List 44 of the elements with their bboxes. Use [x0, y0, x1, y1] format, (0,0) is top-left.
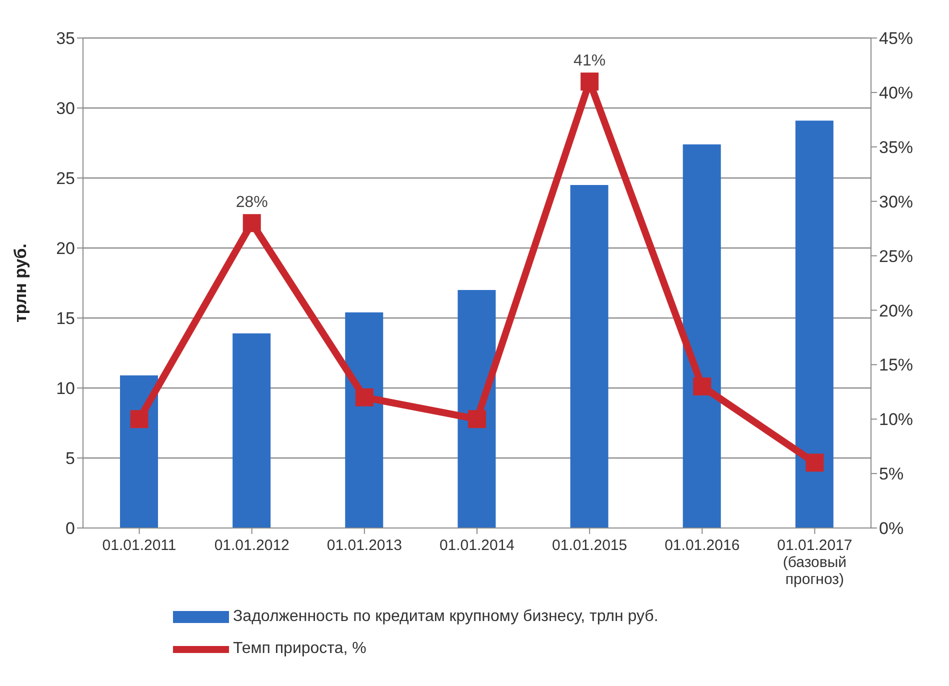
point [580, 72, 599, 91]
y2-tick-label: 0% [879, 519, 904, 538]
bar [570, 185, 608, 528]
y-tick-label: 35 [56, 29, 75, 48]
bar [682, 144, 721, 528]
y2-tick-label: 5% [879, 464, 904, 484]
point [242, 214, 261, 232]
y2-tick-label: 35% [879, 138, 914, 157]
y2-tick-label: 45% [879, 29, 914, 48]
y-tick-label: 15 [56, 309, 75, 328]
x-tick-label: 01.01.2016 [664, 537, 740, 554]
x-tick-label: 01.01.2012 [214, 537, 290, 554]
legend-label: Темп прироста, % [233, 640, 366, 658]
y2-tick-label: 30% [879, 192, 914, 212]
y-tick-label: 20 [56, 239, 75, 258]
bar [232, 333, 271, 528]
x-tick-label: 01.01.2011 [102, 537, 176, 554]
bar [345, 312, 384, 528]
y2-tick-label: 40% [879, 83, 914, 102]
x-tick-label: 01.01.2013 [326, 537, 402, 554]
point [806, 454, 824, 472]
legend-label: Задолженность по кредитам крупному бизнесу, трлн руб. [233, 608, 658, 626]
y2-tick-label: 25% [879, 246, 914, 266]
bar [120, 375, 158, 528]
x-tick-label: 01.01.2015 [552, 537, 628, 554]
data-label: 28% [236, 194, 268, 212]
x-tick-label: 01.01.2014 [439, 537, 515, 554]
y2-tick-label: 10% [879, 410, 914, 430]
point [130, 410, 148, 428]
point [693, 377, 712, 396]
y-axis-title: трлн руб. [11, 244, 30, 322]
y-tick-label: 10 [56, 379, 75, 398]
data-label: 41% [574, 52, 606, 70]
x-tick-label: 01.01.2017 (базовый прогноз) [777, 537, 852, 588]
y-tick-label: 5 [66, 449, 75, 468]
point [468, 410, 486, 428]
y2-tick-label: 15% [879, 356, 914, 375]
bar [458, 290, 496, 528]
y-tick-label: 0 [66, 519, 75, 538]
y-tick-label: 25 [56, 169, 75, 188]
bar [795, 120, 834, 528]
point [355, 388, 374, 406]
y-tick-label: 30 [56, 99, 75, 118]
y2-tick-label: 20% [879, 301, 914, 320]
